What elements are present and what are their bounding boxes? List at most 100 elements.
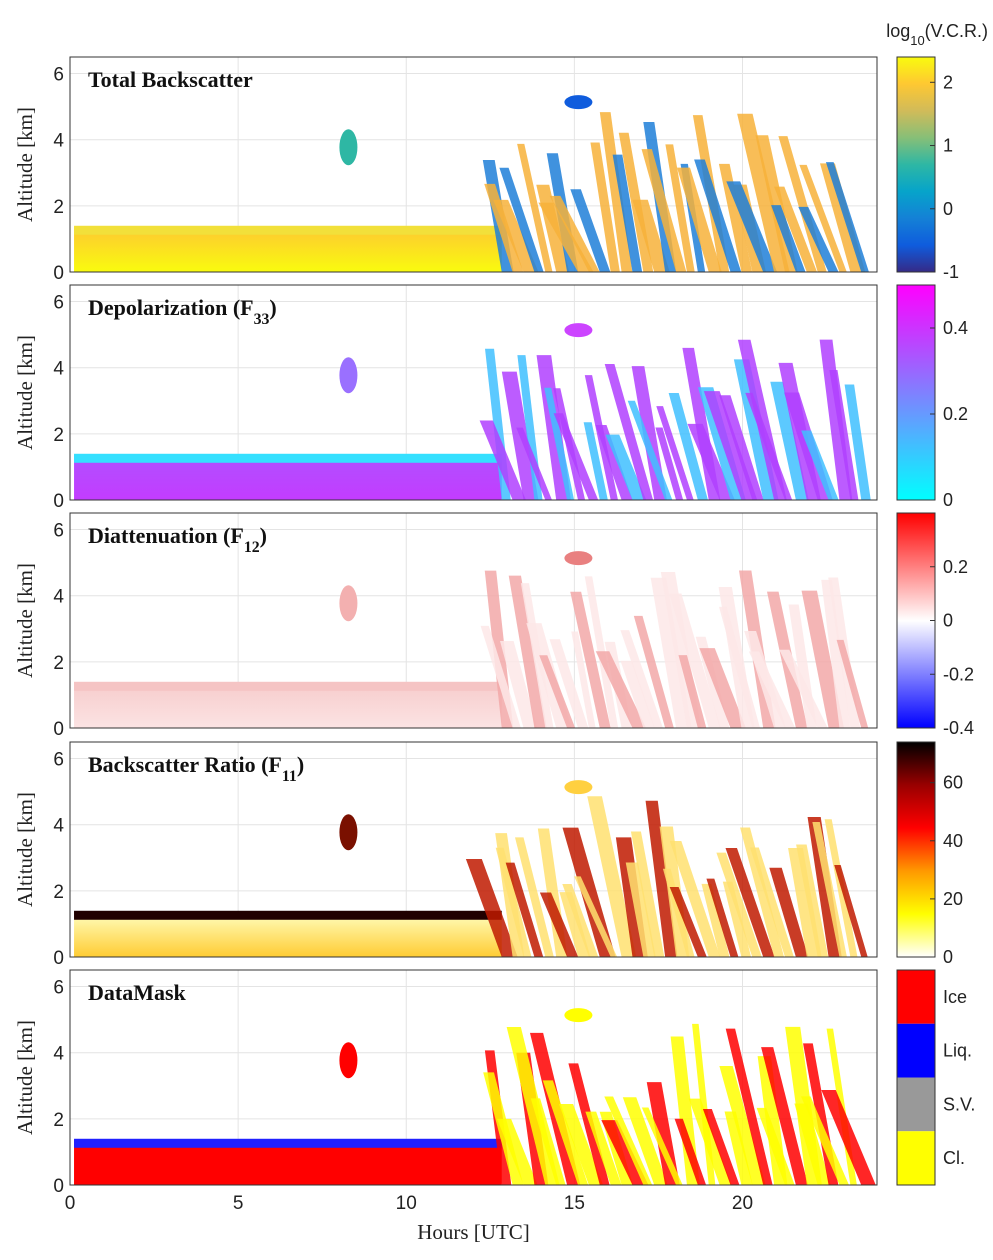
- streak: [821, 579, 851, 728]
- streak: [539, 892, 579, 957]
- plume: [339, 129, 358, 166]
- streak: [770, 381, 809, 500]
- streak: [605, 434, 647, 500]
- streak: [719, 1065, 766, 1185]
- streak: [774, 186, 818, 272]
- streak: [829, 370, 859, 500]
- streak: [530, 1098, 566, 1185]
- streak: [514, 837, 554, 957]
- streak: [719, 395, 764, 500]
- y-axis-label: Altitude [km]: [13, 335, 37, 450]
- streak: [665, 144, 695, 272]
- streak: [549, 639, 589, 728]
- y-tick-label: 0: [53, 1176, 64, 1197]
- streak: [719, 606, 761, 728]
- y-tick-label: 4: [53, 359, 64, 380]
- colorbar-tick-label: -0.2: [943, 664, 974, 684]
- streak: [745, 392, 793, 500]
- streak: [662, 868, 695, 957]
- colorbar-tick-label: 20: [943, 889, 963, 909]
- field: [74, 95, 869, 273]
- panel-title-part: 12: [244, 539, 260, 556]
- colorbar-tick-label: 2: [943, 72, 953, 92]
- streak: [737, 113, 790, 272]
- streak: [620, 630, 663, 728]
- streak: [508, 575, 547, 728]
- streak: [620, 660, 656, 728]
- streak: [583, 422, 608, 500]
- streak: [844, 384, 871, 500]
- streak: [495, 847, 532, 957]
- streak: [570, 189, 611, 272]
- colorbar: [897, 285, 935, 500]
- panel-title: DataMask: [88, 980, 187, 1005]
- legend-label: Liq.: [943, 1041, 972, 1061]
- streak: [655, 427, 684, 500]
- plot-frame: [69, 969, 878, 1186]
- streak: [674, 1118, 707, 1185]
- streak: [553, 413, 599, 500]
- plume: [339, 357, 358, 394]
- layer-top: [74, 910, 502, 920]
- panel-title-part: Diattenuation (F: [88, 523, 244, 548]
- legend-label: Ice: [943, 987, 967, 1007]
- x-tick-label: 10: [396, 1193, 417, 1214]
- panel-title-part: Backscatter Ratio (F: [88, 752, 282, 777]
- streak: [632, 199, 670, 272]
- streak: [542, 1080, 589, 1185]
- streak: [587, 796, 637, 957]
- panel-title: Backscatter Ratio (F11): [88, 752, 304, 785]
- y-axis-label: Altitude [km]: [13, 563, 37, 678]
- streak: [517, 143, 553, 272]
- streak: [633, 615, 674, 728]
- panel-title-part: ): [297, 752, 304, 777]
- panel-title: Diattenuation (F12): [88, 523, 267, 556]
- streak: [568, 1063, 610, 1185]
- colorbar-tick-label: 0.4: [943, 318, 968, 338]
- streak: [656, 406, 694, 500]
- colorbar-tick-label: 40: [943, 831, 963, 851]
- y-tick-label: 6: [53, 750, 64, 771]
- y-tick-label: 0: [53, 948, 64, 969]
- legend-swatch: [897, 1077, 935, 1132]
- panel-title: Total Backscatter: [88, 67, 253, 92]
- y-tick-label: 6: [53, 65, 64, 86]
- streak: [834, 865, 868, 957]
- streak: [676, 167, 722, 272]
- colorbar-tick-label: -1: [943, 262, 959, 282]
- streak: [794, 1103, 831, 1185]
- y-tick-label: 0: [53, 263, 64, 284]
- streak: [825, 162, 869, 272]
- streak: [595, 651, 646, 728]
- y-tick-label: 6: [53, 521, 64, 542]
- streak: [694, 159, 742, 272]
- streak: [718, 163, 753, 272]
- streak: [604, 364, 654, 500]
- streak: [574, 876, 618, 957]
- plume: [339, 585, 358, 622]
- streak: [559, 892, 591, 957]
- streak: [612, 154, 643, 272]
- colorbar-tick-label: -0.4: [943, 718, 974, 738]
- x-tick-label: 5: [233, 1193, 244, 1214]
- streak: [599, 112, 633, 272]
- streak: [622, 1097, 668, 1185]
- streak: [558, 1104, 604, 1185]
- x-tick-label: 0: [65, 1193, 76, 1214]
- streak: [801, 590, 844, 728]
- plot-frame: [69, 741, 878, 958]
- streak: [499, 167, 544, 272]
- legend-swatch: [897, 1131, 935, 1185]
- colorbar: [897, 742, 935, 957]
- streak: [646, 1082, 680, 1185]
- streak: [699, 648, 746, 728]
- streak: [722, 881, 752, 957]
- y-tick-label: 4: [53, 131, 64, 152]
- layer-top: [74, 1138, 502, 1148]
- legend-label: Cl.: [943, 1148, 965, 1168]
- panel-title-part: 33: [254, 311, 270, 328]
- colorbar-frame: [896, 56, 936, 273]
- streak: [493, 199, 539, 272]
- streak: [641, 149, 687, 272]
